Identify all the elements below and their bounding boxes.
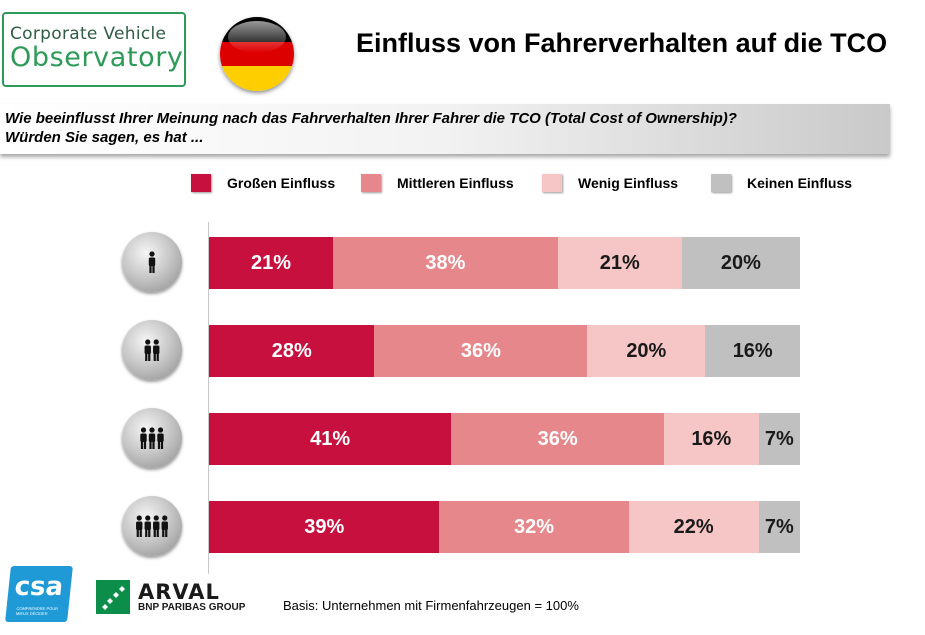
bnp-stars-icon xyxy=(102,586,125,610)
bar-segment: 20% xyxy=(681,237,800,289)
csa-logo-text: csa xyxy=(13,572,65,602)
bar-segment: 20% xyxy=(587,325,706,377)
germany-flag-icon xyxy=(220,17,294,91)
data-label: 38% xyxy=(425,251,466,274)
data-label: 16% xyxy=(732,339,773,362)
person-figures xyxy=(148,251,156,273)
bar-segment: 7% xyxy=(758,501,800,553)
logo-line-1: Corporate Vehicle xyxy=(10,24,167,44)
legend-label: Keinen Einfluss xyxy=(747,175,853,191)
bar-segment: 16% xyxy=(664,413,759,465)
question-line-1: Wie beeinflusst Ihrer Meinung nach das F… xyxy=(5,110,737,127)
csa-logo: csa COMPRENDRE POUR MIEUX DÉCIDER xyxy=(5,566,73,622)
bar-segment: 32% xyxy=(439,501,629,553)
bar-segment: 21% xyxy=(209,237,334,289)
bar-segment: 22% xyxy=(628,501,759,553)
data-label: 21% xyxy=(251,251,292,274)
data-label: 7% xyxy=(764,515,794,538)
bar-segment: 41% xyxy=(209,413,452,465)
data-label: 20% xyxy=(626,339,667,362)
bar-segment: 38% xyxy=(333,237,558,289)
question-band: Wie beeinflusst Ihrer Meinung nach das F… xyxy=(0,104,890,154)
bar-segment: 7% xyxy=(758,413,800,465)
question-line-2: Würden Sie sagen, es hat ... xyxy=(5,129,204,146)
data-label: 39% xyxy=(304,515,345,538)
data-label: 20% xyxy=(720,251,761,274)
person-figures xyxy=(140,427,164,449)
data-label: 22% xyxy=(673,515,714,538)
1-persons-icon xyxy=(122,232,182,292)
person-figures xyxy=(136,515,168,537)
page-title: Einfluss von Fahrerverhalten auf die TCO xyxy=(356,28,888,58)
arval-group-text: BNP PARIBAS GROUP xyxy=(138,602,246,613)
data-label: 32% xyxy=(514,515,555,538)
bar-row-3: 41% 36% 16% 7% xyxy=(0,408,925,478)
bar-segment: 36% xyxy=(451,413,665,465)
corporate-vehicle-observatory-logo: Corporate Vehicle Observatory xyxy=(2,12,186,87)
flag-shine xyxy=(228,21,286,53)
legend-swatch xyxy=(542,174,562,192)
basis-note: Basis: Unternehmen mit Firmenfahrzeugen … xyxy=(283,598,579,613)
bar-segment: 28% xyxy=(209,325,375,377)
legend-swatch xyxy=(361,174,381,192)
bar-segment: 36% xyxy=(374,325,588,377)
legend-label: Mittleren Einfluss xyxy=(397,175,514,191)
bar-row-4: 39% 32% 22% 7% xyxy=(0,496,925,566)
bar-row-1: 21% 38% 21% 20% xyxy=(0,232,925,302)
person-figures xyxy=(144,339,160,361)
data-label: 28% xyxy=(271,339,312,362)
bar-segment: 39% xyxy=(209,501,440,553)
data-label: 7% xyxy=(764,427,794,450)
logo-line-2: Observatory xyxy=(10,42,184,73)
4-persons-icon xyxy=(122,496,182,556)
flag-stripe-gold xyxy=(220,66,294,91)
data-label: 36% xyxy=(460,339,501,362)
question-text: Wie beeinflusst Ihrer Meinung nach das F… xyxy=(5,109,737,147)
legend-label: Wenig Einfluss xyxy=(578,175,679,191)
data-label: 21% xyxy=(599,251,640,274)
category-axis-line xyxy=(208,222,209,574)
arval-logo-mark xyxy=(96,580,130,614)
data-label: 41% xyxy=(310,427,351,450)
data-label: 36% xyxy=(537,427,578,450)
3-persons-icon xyxy=(122,408,182,468)
arval-logo-text: ARVAL xyxy=(138,580,220,604)
legend-swatch xyxy=(191,174,211,192)
bar-segment: 21% xyxy=(557,237,682,289)
bar-segment: 16% xyxy=(705,325,800,377)
bar-row-2: 28% 36% 20% 16% xyxy=(0,320,925,390)
legend-swatch xyxy=(711,174,731,192)
data-label: 16% xyxy=(691,427,732,450)
2-persons-icon xyxy=(122,320,182,380)
csa-tagline: COMPRENDRE POUR MIEUX DÉCIDER xyxy=(15,606,59,616)
legend-label: Großen Einfluss xyxy=(227,175,336,191)
